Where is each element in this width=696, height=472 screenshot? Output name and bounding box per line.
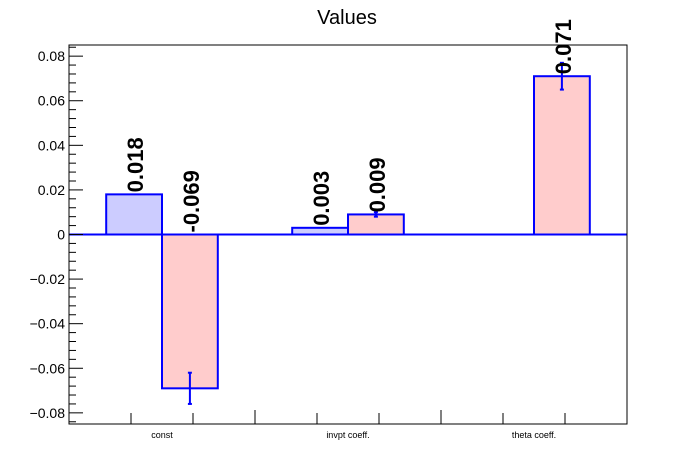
error-bar xyxy=(187,371,192,405)
x-axis: const invpt coeff. theta coeff. xyxy=(130,410,566,440)
data-label: -0.069 xyxy=(179,170,204,232)
y-tick-label: −0.06 xyxy=(30,360,66,376)
data-label: 0.071 xyxy=(551,19,576,74)
error-bar xyxy=(559,61,564,91)
y-tick-label: −0.04 xyxy=(30,316,66,332)
y-tick-label: 0.06 xyxy=(38,93,65,109)
error-bars-layer xyxy=(187,61,564,405)
y-tick-label: −0.02 xyxy=(30,271,66,287)
data-label: 0.018 xyxy=(123,137,148,192)
data-label: 0.009 xyxy=(365,157,390,212)
chart-title: Values xyxy=(317,7,377,29)
y-tick-label: 0 xyxy=(57,227,65,243)
data-label: 0.003 xyxy=(309,171,334,226)
y-tick-label: −0.08 xyxy=(30,405,66,421)
bar-series1-invpt-coeff- xyxy=(291,226,350,236)
y-tick-label: 0.04 xyxy=(38,137,65,153)
y-tick-label: 0.02 xyxy=(38,182,65,198)
bar-series2-theta-coeff- xyxy=(533,75,591,236)
y-axis: −0.08 −0.06 −0.04 −0.02 0 0.02 0.04 0.06 0.08 xyxy=(30,46,83,423)
x-category-label: const xyxy=(151,430,173,440)
x-category-label: invpt coeff. xyxy=(326,430,369,440)
error-bar xyxy=(373,211,378,218)
y-tick-label: 0.08 xyxy=(38,48,65,64)
bar-series1-const xyxy=(105,193,163,236)
x-category-label: theta coeff. xyxy=(512,430,556,440)
bar-series2-const xyxy=(161,233,219,390)
data-labels-layer: 0.018 0.003 -0.069 0.009 0.071 xyxy=(123,19,576,232)
